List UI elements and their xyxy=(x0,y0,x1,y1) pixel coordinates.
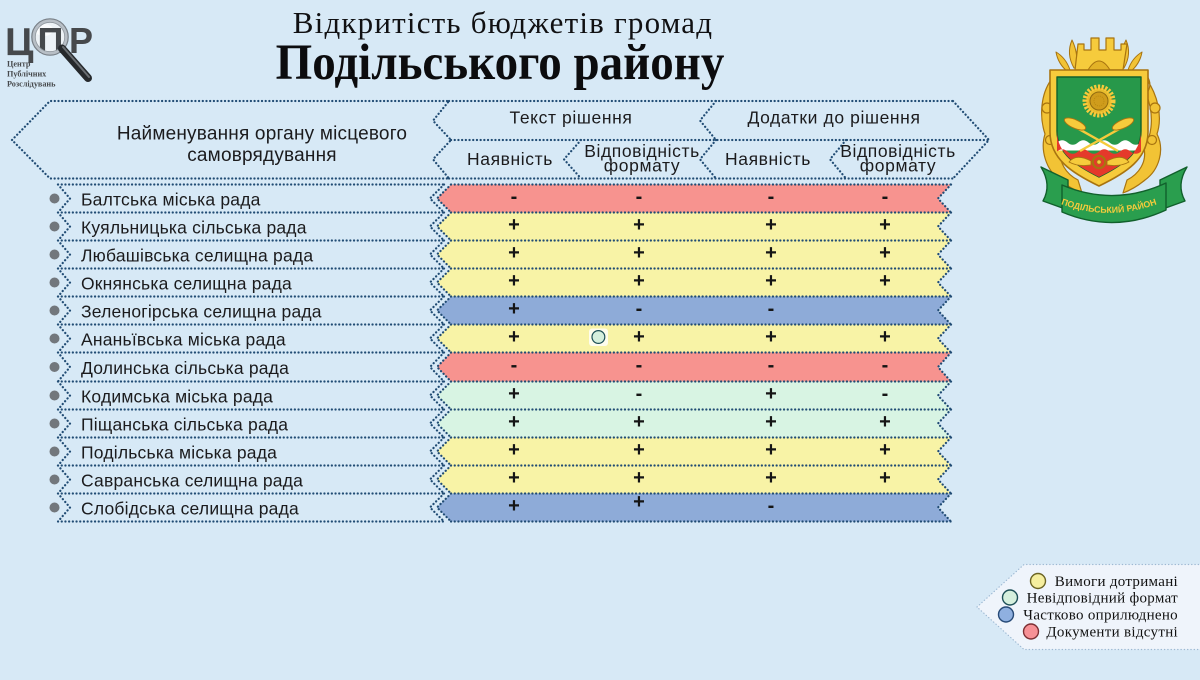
svg-text:-: - xyxy=(636,298,643,320)
svg-text:+: + xyxy=(508,242,520,264)
svg-text:Савранська селищна рада: Савранська селищна рада xyxy=(81,471,303,491)
svg-text:+: + xyxy=(633,411,645,433)
svg-text:Додатки до рішення: Додатки до рішення xyxy=(747,108,920,128)
svg-text:+: + xyxy=(879,214,891,236)
svg-text:+: + xyxy=(879,242,891,264)
svg-text:Р: Р xyxy=(69,20,93,61)
svg-text:Текст рішення: Текст рішення xyxy=(510,108,633,128)
svg-text:+: + xyxy=(633,214,645,236)
svg-text:-: - xyxy=(768,186,775,208)
svg-text:+: + xyxy=(508,383,520,405)
svg-text:+: + xyxy=(765,467,777,489)
svg-text:+: + xyxy=(765,411,777,433)
svg-text:-: - xyxy=(882,383,889,405)
svg-text:+: + xyxy=(765,214,777,236)
svg-text:+: + xyxy=(633,326,645,348)
svg-text:+: + xyxy=(765,242,777,264)
svg-text:Куяльницька сільська рада: Куяльницька сільська рада xyxy=(81,218,307,238)
svg-text:-: - xyxy=(511,355,518,377)
svg-text:+: + xyxy=(508,298,520,320)
svg-text:+: + xyxy=(765,270,777,292)
svg-text:-: - xyxy=(882,355,889,377)
svg-text:+: + xyxy=(508,439,520,461)
svg-text:Ц: Ц xyxy=(5,21,34,64)
svg-text:+: + xyxy=(879,326,891,348)
svg-text:Публічних: Публічних xyxy=(7,70,47,79)
svg-text:+: + xyxy=(765,326,777,348)
svg-text:+: + xyxy=(508,467,520,489)
svg-text:+: + xyxy=(633,491,645,513)
svg-text:Відповідність: Відповідність xyxy=(584,141,700,161)
svg-text:Зеленогірська селищна рада: Зеленогірська селищна рада xyxy=(81,302,322,322)
svg-text:+: + xyxy=(879,411,891,433)
svg-text:+: + xyxy=(765,439,777,461)
svg-text:Розслідувань: Розслідувань xyxy=(7,80,56,89)
svg-text:Долинська сільська рада: Долинська сільська рада xyxy=(81,358,289,378)
svg-text:-: - xyxy=(768,495,775,517)
svg-text:+: + xyxy=(633,270,645,292)
svg-text:+: + xyxy=(879,467,891,489)
svg-text:Ананьївська міська рада: Ананьївська міська рада xyxy=(81,330,286,350)
svg-text:Подільська міська рада: Подільська міська рада xyxy=(81,443,277,463)
svg-text:+: + xyxy=(508,326,520,348)
svg-text:Частково оприлюднено: Частково оприлюднено xyxy=(1023,608,1178,624)
svg-text:+: + xyxy=(879,270,891,292)
svg-text:+: + xyxy=(765,383,777,405)
svg-text:+: + xyxy=(633,242,645,264)
svg-text:-: - xyxy=(511,186,518,208)
svg-text:формату: формату xyxy=(604,156,680,176)
svg-text:+: + xyxy=(633,439,645,461)
svg-text:-: - xyxy=(882,186,889,208)
svg-text:Балтська міська рада: Балтська міська рада xyxy=(81,190,261,210)
svg-text:-: - xyxy=(636,186,643,208)
svg-text:-: - xyxy=(768,298,775,320)
svg-text:+: + xyxy=(508,214,520,236)
svg-text:Документи відсутні: Документи відсутні xyxy=(1046,625,1178,641)
svg-text:-: - xyxy=(636,383,643,405)
svg-text:Невідповідний формат: Невідповідний формат xyxy=(1027,591,1178,607)
svg-text:+: + xyxy=(508,270,520,292)
svg-text:+: + xyxy=(633,467,645,489)
svg-text:самоврядування: самоврядування xyxy=(187,145,337,166)
svg-text:Наявність: Наявність xyxy=(467,149,553,169)
svg-text:Слобідська селищна рада: Слобідська селищна рада xyxy=(81,499,299,519)
svg-text:Вимоги дотримані: Вимоги дотримані xyxy=(1055,574,1178,590)
svg-text:Кодимська міська рада: Кодимська міська рада xyxy=(81,387,273,407)
svg-text:-: - xyxy=(636,355,643,377)
svg-text:Центр: Центр xyxy=(7,60,31,69)
svg-text:Любашівська селищна рада: Любашівська селищна рада xyxy=(81,246,313,266)
svg-text:+: + xyxy=(508,495,520,517)
svg-text:Окнянська селищна рада: Окнянська селищна рада xyxy=(81,274,292,294)
svg-text:+: + xyxy=(508,411,520,433)
svg-text:Найменування органу місцевого: Найменування органу місцевого xyxy=(117,124,407,145)
svg-text:+: + xyxy=(879,439,891,461)
svg-text:Відповідність: Відповідність xyxy=(840,141,956,161)
svg-text:формату: формату xyxy=(860,156,936,176)
svg-text:Наявність: Наявність xyxy=(725,149,811,169)
svg-text:Піщанська сільська рада: Піщанська сільська рада xyxy=(81,415,288,435)
svg-text:-: - xyxy=(768,355,775,377)
